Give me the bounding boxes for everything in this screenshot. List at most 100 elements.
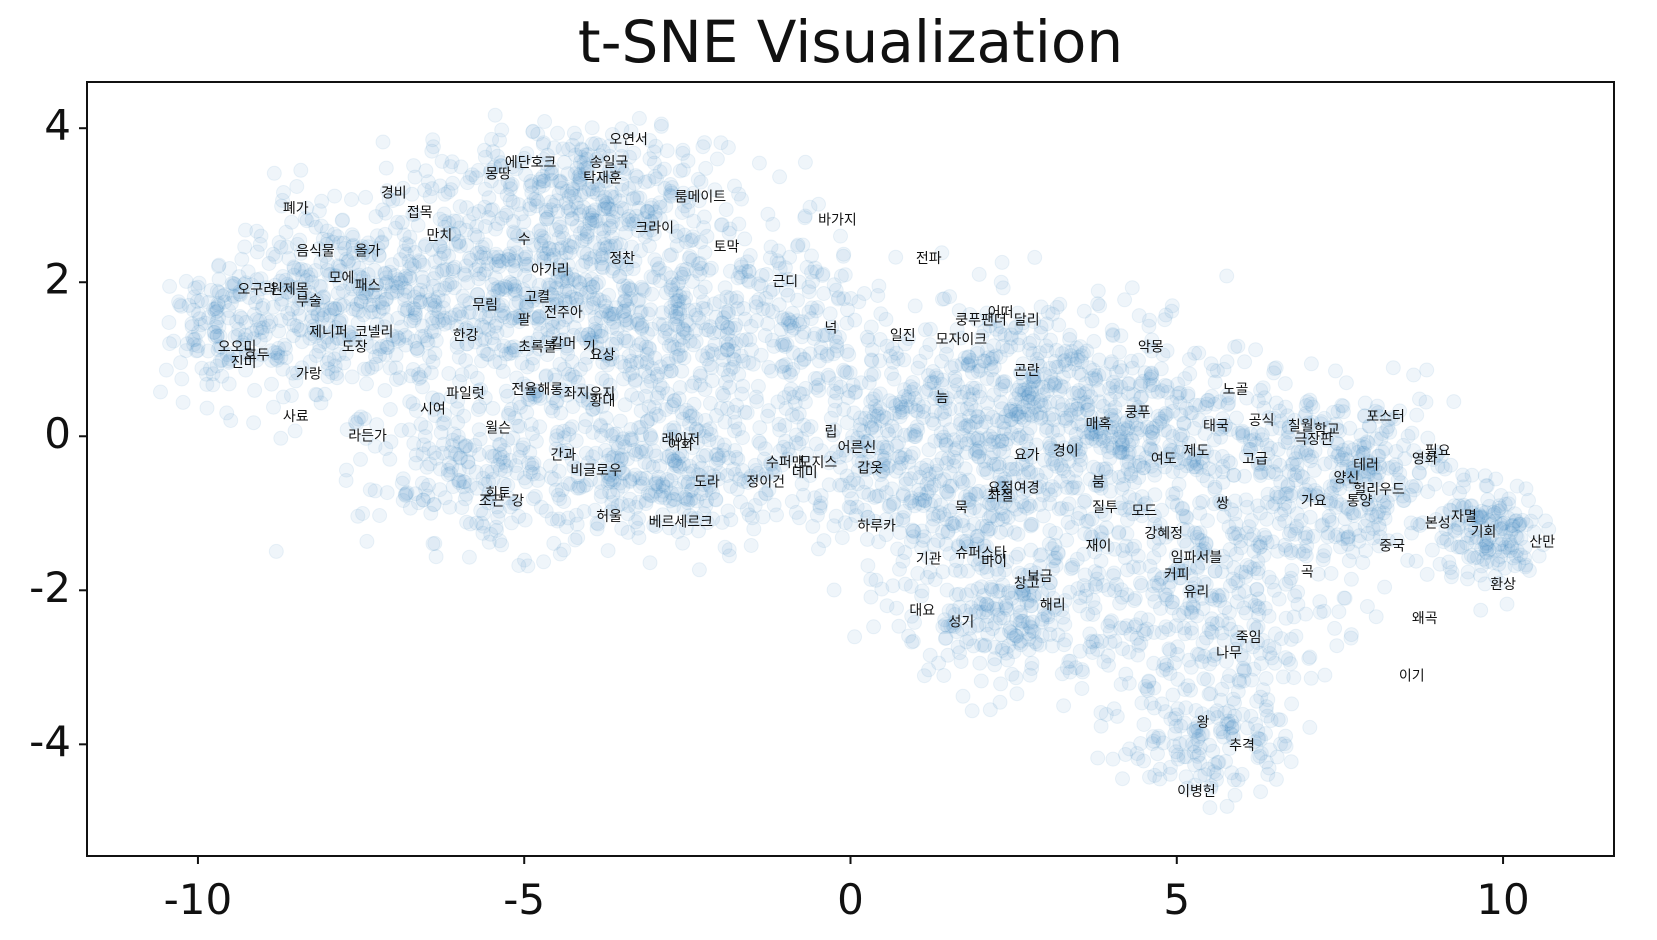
- scatter-point: [298, 263, 313, 278]
- scatter-point: [1419, 362, 1435, 378]
- scatter-point: [743, 318, 759, 334]
- scatter-point: [723, 512, 739, 528]
- scatter-point: [506, 237, 522, 253]
- scatter-point: [443, 182, 459, 198]
- scatter-point: [1117, 292, 1133, 308]
- scatter-point: [1134, 389, 1149, 405]
- scatter-point: [1427, 476, 1443, 492]
- point-label: 가랑: [296, 367, 322, 383]
- scatter-point: [888, 249, 904, 265]
- scatter-point: [805, 273, 820, 289]
- scatter-point: [508, 245, 524, 261]
- scatter-point: [1084, 313, 1100, 329]
- scatter-point: [630, 390, 645, 406]
- scatter-point: [634, 471, 650, 487]
- scatter-point: [418, 163, 434, 179]
- scatter-point: [683, 492, 699, 508]
- scatter-point: [531, 308, 547, 324]
- scatter-point: [246, 415, 262, 431]
- scatter-point: [1266, 365, 1282, 381]
- scatter-point: [401, 253, 417, 269]
- scatter-point: [1304, 449, 1320, 465]
- scatter-point: [238, 345, 254, 361]
- scatter-point: [531, 310, 547, 326]
- point-label: 아가리: [531, 263, 570, 279]
- scatter-point: [1016, 498, 1032, 514]
- scatter-point: [412, 254, 428, 270]
- scatter-point: [452, 450, 468, 466]
- scatter-point: [478, 250, 494, 266]
- scatter-point: [426, 324, 442, 339]
- scatter-point: [1283, 485, 1299, 501]
- scatter-point: [1181, 352, 1197, 368]
- scatter-point: [826, 582, 842, 598]
- scatter-point: [671, 391, 687, 407]
- scatter-point: [652, 164, 668, 180]
- scatter-point: [1090, 283, 1106, 299]
- scatter-point: [662, 248, 677, 264]
- scatter-point: [432, 282, 447, 298]
- scatter-point: [499, 322, 515, 338]
- scatter-point: [439, 262, 455, 278]
- scatter-point: [507, 225, 522, 241]
- scatter-point: [492, 282, 508, 298]
- scatter-point: [1009, 686, 1025, 702]
- scatter-point: [344, 329, 360, 345]
- point-label: 쿵푸팬더: [955, 313, 1007, 329]
- scatter-point: [1172, 385, 1188, 401]
- scatter-point: [976, 638, 992, 654]
- scatter-point: [1327, 620, 1343, 636]
- scatter-point: [582, 332, 598, 348]
- scatter-point: [491, 249, 506, 265]
- scatter-point: [427, 254, 443, 270]
- scatter-point: [685, 229, 701, 245]
- scatter-point: [1165, 687, 1181, 703]
- scatter-point: [598, 240, 614, 256]
- scatter-point: [1334, 397, 1350, 413]
- scatter-point: [588, 315, 604, 331]
- scatter-point: [284, 214, 300, 230]
- scatter-point: [524, 185, 540, 201]
- scatter-point: [427, 345, 443, 361]
- scatter-point: [595, 246, 611, 262]
- scatter-point: [728, 336, 744, 352]
- scatter-point: [365, 339, 381, 355]
- scatter-point: [407, 333, 423, 349]
- scatter-point: [327, 301, 342, 317]
- scatter-point: [994, 254, 1010, 270]
- scatter-point: [1302, 392, 1318, 408]
- scatter-point: [1260, 486, 1276, 502]
- scatter-point: [471, 204, 487, 219]
- scatter-point: [489, 315, 505, 331]
- scatter-point: [277, 341, 293, 357]
- scatter-point: [219, 405, 235, 421]
- scatter-point: [508, 342, 524, 358]
- scatter-point: [1192, 397, 1208, 413]
- scatter-point: [545, 319, 561, 335]
- scatter-point: [374, 295, 390, 311]
- scatter-point: [406, 313, 422, 329]
- scatter-point: [384, 278, 400, 294]
- scatter-point: [222, 261, 238, 276]
- scatter-point: [273, 430, 289, 446]
- scatter-point: [610, 482, 626, 498]
- scatter-point: [346, 331, 362, 347]
- scatter-point: [398, 487, 413, 503]
- scatter-point: [331, 331, 347, 347]
- scatter-point: [359, 283, 375, 299]
- scatter-point: [518, 258, 534, 274]
- scatter-point: [583, 256, 599, 272]
- point-label: 전파: [916, 251, 942, 267]
- scatter-point: [351, 303, 367, 319]
- scatter-point: [253, 271, 269, 287]
- scatter-point: [480, 210, 496, 225]
- scatter-point: [1136, 717, 1152, 732]
- scatter-point: [898, 471, 914, 487]
- scatter-point: [609, 254, 624, 269]
- scatter-point: [394, 215, 410, 230]
- scatter-point: [200, 343, 216, 359]
- scatter-point: [730, 451, 746, 467]
- scatter-point: [329, 301, 345, 317]
- scatter-point: [290, 300, 306, 316]
- scatter-point: [375, 134, 391, 150]
